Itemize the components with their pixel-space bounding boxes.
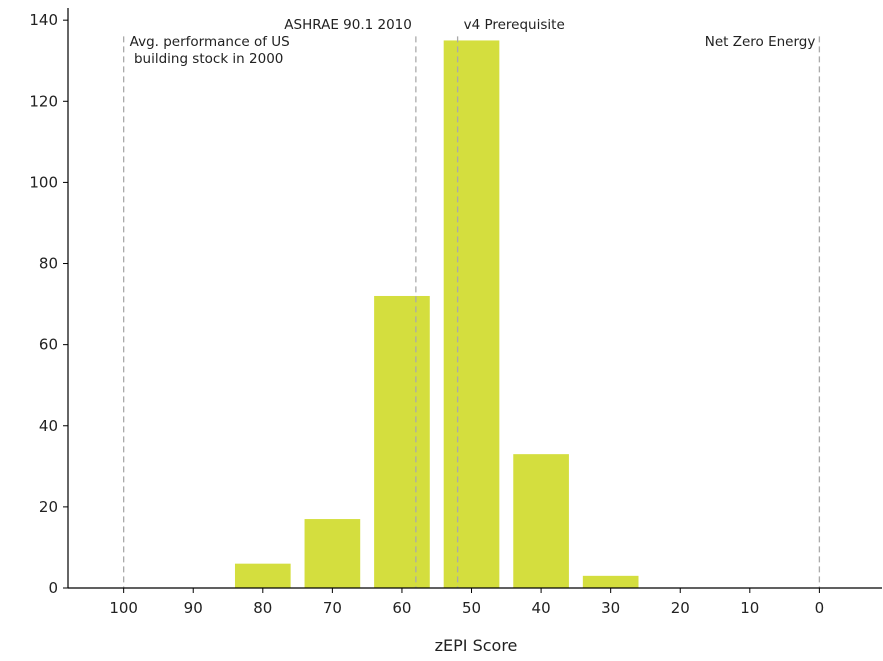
x-tick-label-40: 40 <box>532 599 551 617</box>
y-tick-label-140: 140 <box>29 11 58 29</box>
bar-70 <box>304 519 361 588</box>
x-tick-label-80: 80 <box>253 599 272 617</box>
bar-60 <box>374 295 430 588</box>
x-tick-label-90: 90 <box>184 599 203 617</box>
x-tick-label-70: 70 <box>323 599 342 617</box>
reference-label-58-line-1: ASHRAE 90.1 2010 <box>284 17 412 33</box>
x-tick-label-0: 0 <box>815 599 825 617</box>
reference-label-100-line-1: Avg. performance of US <box>130 34 290 50</box>
x-axis-title: zEPI Score <box>435 636 518 655</box>
x-tick-label-30: 30 <box>601 599 620 617</box>
y-tick-label-40: 40 <box>39 417 58 435</box>
reference-label-0-line-1: Net Zero Energy <box>705 34 816 50</box>
y-tick-label-0: 0 <box>48 579 58 597</box>
reference-label-52-line-1: v4 Prerequisite <box>464 17 565 33</box>
y-tick-label-80: 80 <box>39 255 58 273</box>
bar-50 <box>443 40 500 588</box>
y-ticks-layer: 0 20 40 60 80 100 120 140 <box>29 11 68 597</box>
reference-label-100-line-2: building stock in 2000 <box>130 51 284 67</box>
x-tick-label-50: 50 <box>462 599 481 617</box>
y-tick-label-60: 60 <box>39 336 58 354</box>
x-tick-label-100: 100 <box>109 599 138 617</box>
reference-labels-layer: Avg. performance of US building stock in… <box>130 17 816 67</box>
reference-lines-layer <box>123 36 821 588</box>
bar-40 <box>513 454 569 588</box>
x-ticks-layer: 100 90 80 70 60 50 40 30 20 10 0 <box>109 588 824 617</box>
x-tick-label-60: 60 <box>392 599 411 617</box>
bar-30 <box>582 575 639 588</box>
y-tick-label-100: 100 <box>29 173 58 191</box>
x-tick-label-20: 20 <box>671 599 690 617</box>
axes-layer <box>67 8 882 589</box>
y-tick-label-20: 20 <box>39 498 58 516</box>
bars-layer <box>234 40 639 588</box>
y-tick-label-120: 120 <box>29 92 58 110</box>
x-tick-label-10: 10 <box>740 599 759 617</box>
bar-80 <box>234 563 291 588</box>
